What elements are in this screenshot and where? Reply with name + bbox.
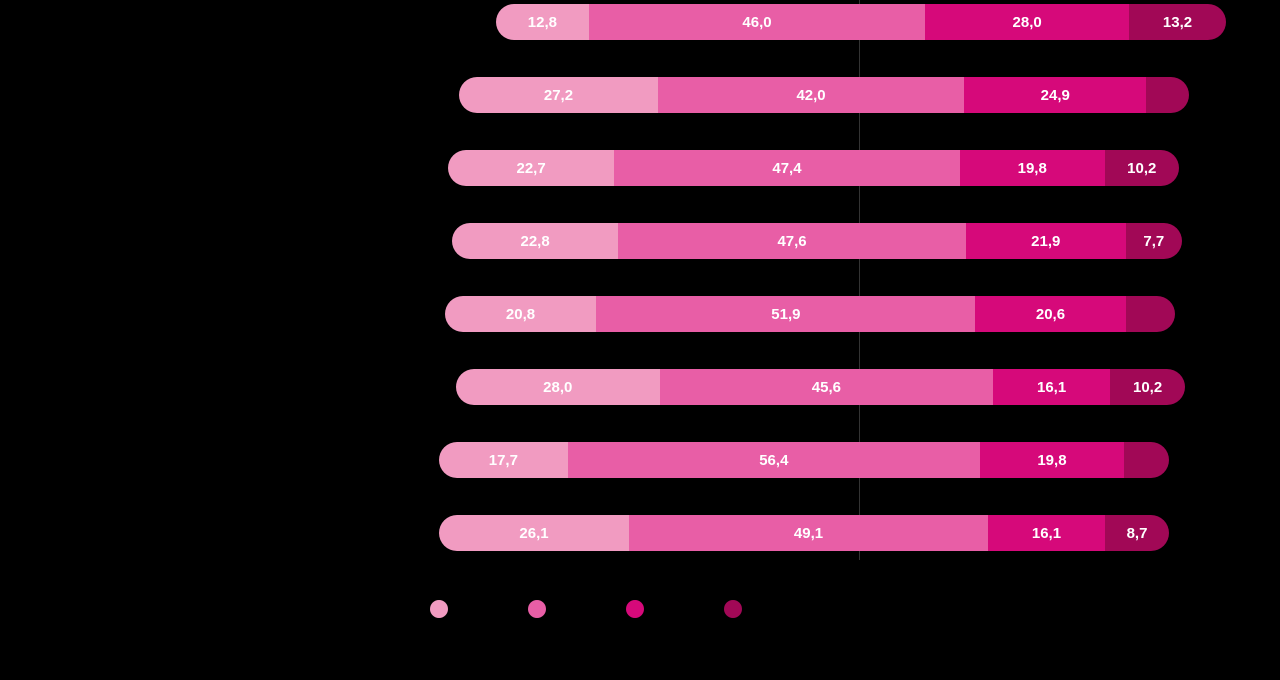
bar-row: 26,1 49,1 16,1 8,7: [430, 515, 1160, 551]
bar-segment: 42,0: [658, 77, 965, 113]
bar-segment: [1126, 296, 1175, 332]
segment-value-outside: 6,7: [1185, 305, 1206, 322]
segment-value: 51,9: [771, 306, 800, 323]
segment-value-outside: 6,2: [1179, 451, 1200, 468]
bar-segment: 8,7: [1105, 515, 1169, 551]
segment-value: 47,4: [772, 160, 801, 177]
bar-segment: 19,8: [980, 442, 1125, 478]
segment-value: 7,7: [1143, 233, 1164, 250]
legend-swatch: [724, 600, 742, 618]
bar-segment: 47,4: [614, 150, 960, 186]
bar-segment: 24,9: [964, 77, 1146, 113]
bar-segment: 10,2: [1110, 369, 1184, 405]
segment-value: 27,2: [544, 87, 573, 104]
segment-value: 49,1: [794, 525, 823, 542]
segment-value-outside: 5,9: [1199, 86, 1220, 103]
bar-segment: 10,2: [1105, 150, 1179, 186]
segment-value: 16,1: [1037, 379, 1066, 396]
bar-row: 22,847,621,97,7: [430, 223, 1160, 259]
bar-segment: 46,0: [589, 4, 925, 40]
bar-row: 27,242,024,95,9: [430, 77, 1160, 113]
bar-segment: 20,8: [445, 296, 597, 332]
stacked-bar-chart: 12,846,028,013,227,242,024,95,922,747,41…: [430, 0, 1160, 560]
bar-segment: [1124, 442, 1169, 478]
segment-value: 56,4: [759, 452, 788, 469]
segment-value: 47,6: [777, 233, 806, 250]
bar-segment: 19,8: [960, 150, 1105, 186]
segment-value: 13,2: [1163, 14, 1192, 31]
bar-row: 17,756,419,86,2: [430, 442, 1160, 478]
bar-segment: 28,0: [456, 369, 660, 405]
bar-row: 20,851,920,66,7: [430, 296, 1160, 332]
segment-value: 46,0: [742, 14, 771, 31]
legend-swatch: [626, 600, 644, 618]
segment-value: 19,8: [1037, 452, 1066, 469]
bar-segment: 47,6: [618, 223, 965, 259]
segment-value: 10,2: [1127, 160, 1156, 177]
segment-value: 20,8: [506, 306, 535, 323]
bar-segment: 45,6: [660, 369, 993, 405]
bar-segment: 12,8: [496, 4, 589, 40]
bar-segment: 22,7: [448, 150, 614, 186]
segment-value: 26,1: [519, 525, 548, 542]
segment-value: 20,6: [1036, 306, 1065, 323]
legend-swatch: [528, 600, 546, 618]
segment-value: 16,1: [1032, 525, 1061, 542]
segment-value: 28,0: [543, 379, 572, 396]
bar-segment: 13,2: [1129, 4, 1225, 40]
bar-segment: 51,9: [596, 296, 975, 332]
segment-value: 10,2: [1133, 379, 1162, 396]
legend-item: [724, 600, 742, 618]
bar-segment: [1146, 77, 1189, 113]
segment-value: 17,7: [489, 452, 518, 469]
chart-legend: [430, 600, 742, 618]
segment-value: 24,9: [1041, 87, 1070, 104]
bar-segment: 20,6: [975, 296, 1125, 332]
bar-segment: 17,7: [439, 442, 568, 478]
bar-segment: 7,7: [1126, 223, 1182, 259]
bar-row: 22,7 47,4 19,8 10,2: [430, 150, 1160, 186]
legend-item: [626, 600, 644, 618]
bar-segment: 56,4: [568, 442, 980, 478]
segment-value: 19,8: [1018, 160, 1047, 177]
legend-swatch: [430, 600, 448, 618]
bar-segment: 22,8: [452, 223, 618, 259]
bar-segment: 26,1: [439, 515, 630, 551]
segment-value: 22,7: [517, 160, 546, 177]
segment-value: 42,0: [796, 87, 825, 104]
bar-row: 12,846,028,013,2: [430, 4, 1160, 40]
legend-item: [430, 600, 448, 618]
segment-value: 28,0: [1013, 14, 1042, 31]
bar-segment: 28,0: [925, 4, 1129, 40]
segment-value: 21,9: [1031, 233, 1060, 250]
bar-segment: 49,1: [629, 515, 987, 551]
bar-segment: 16,1: [988, 515, 1106, 551]
segment-value: 8,7: [1127, 525, 1148, 542]
bar-segment: 27,2: [459, 77, 658, 113]
bar-segment: 16,1: [993, 369, 1111, 405]
segment-value: 12,8: [528, 14, 557, 31]
bar-segment: 21,9: [966, 223, 1126, 259]
segment-value: 45,6: [812, 379, 841, 396]
segment-value: 22,8: [521, 233, 550, 250]
bar-row: 28,0 45,6 16,1 10,2: [430, 369, 1160, 405]
legend-item: [528, 600, 546, 618]
